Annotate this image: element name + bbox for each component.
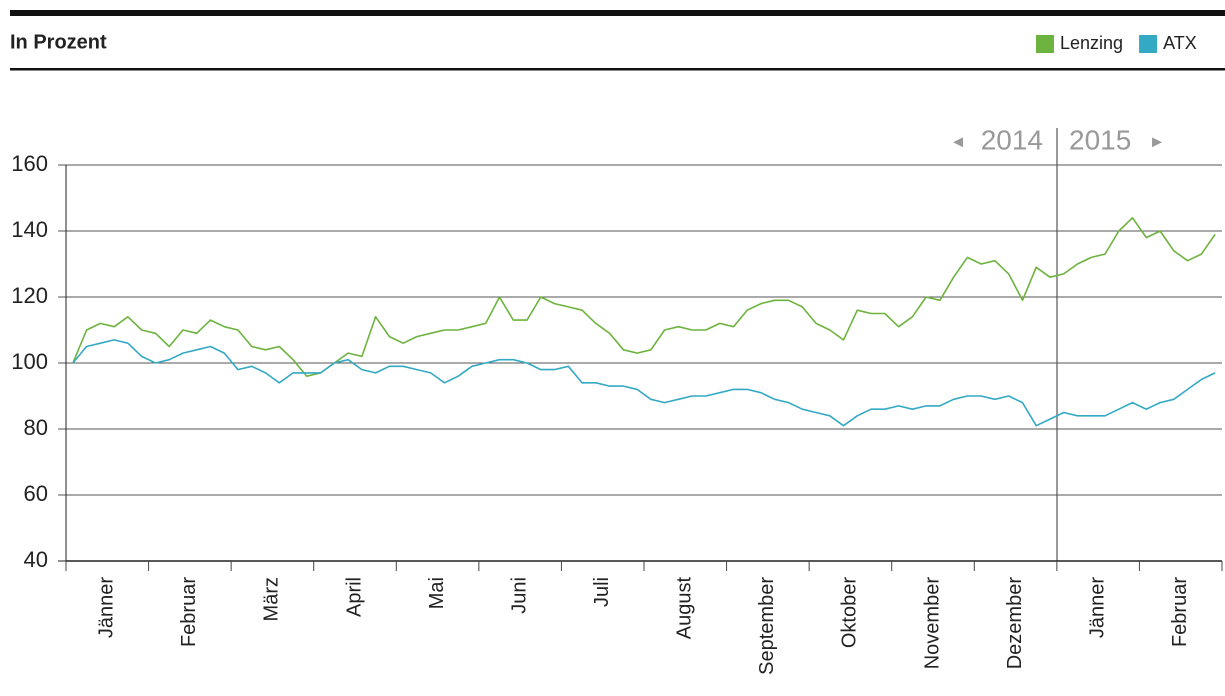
arrow-left: ◂ (953, 130, 963, 152)
top-rule (10, 10, 1225, 16)
x-tick-label: August (674, 577, 696, 640)
x-tick-label: November (921, 577, 943, 670)
y-tick-label: 160 (11, 151, 48, 176)
x-tick-label: Juli (591, 577, 613, 607)
y-tick-label: 120 (11, 283, 48, 308)
x-tick-label: März (261, 577, 283, 621)
legend-label: ATX (1163, 33, 1197, 53)
y-tick-label: 60 (24, 481, 48, 506)
y-tick-label: 140 (11, 217, 48, 242)
x-tick-label: Jänner (96, 577, 118, 638)
year-label: 2014 (981, 124, 1043, 155)
x-tick-label: April (343, 577, 365, 617)
legend-swatch (1036, 35, 1054, 53)
x-tick-label: Juni (508, 577, 530, 614)
x-tick-label: Mai (426, 577, 448, 609)
x-tick-label: Dezember (1004, 577, 1026, 670)
x-tick-label: Februar (178, 577, 200, 647)
x-tick-label: September (756, 577, 778, 675)
y-tick-label: 100 (11, 349, 48, 374)
y-tick-label: 40 (24, 547, 48, 572)
x-tick-label: Jänner (1086, 577, 1108, 638)
chart-title: In Prozent (10, 31, 107, 53)
line-series (72, 339, 1216, 427)
year-label: 2015 (1069, 124, 1131, 155)
line-series (72, 217, 1216, 377)
header-rule (10, 68, 1225, 71)
legend-label: Lenzing (1060, 33, 1123, 53)
y-tick-label: 80 (24, 415, 48, 440)
legend-swatch (1139, 35, 1158, 53)
arrow-right: ▸ (1152, 130, 1162, 152)
legend: Lenzing ATX (1036, 33, 1197, 53)
x-tick-label: Oktober (839, 577, 861, 648)
x-tick-label: Februar (1169, 577, 1191, 647)
